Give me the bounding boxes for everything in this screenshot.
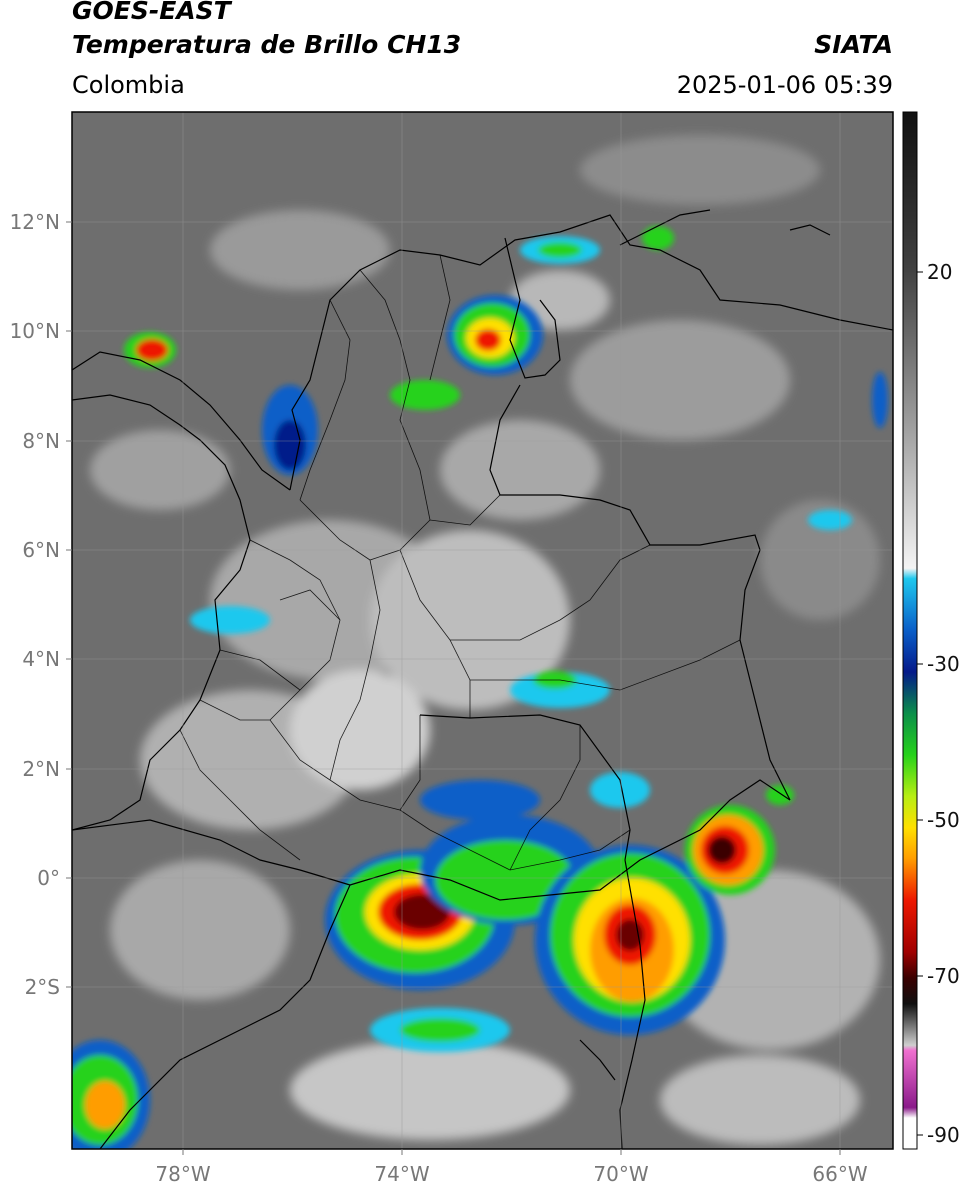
border (72, 819, 351, 886)
border (349, 779, 791, 901)
coastline (72, 394, 251, 831)
lon-label: 70°W (593, 1162, 648, 1186)
cloud-field (90, 135, 880, 1145)
storm-cell (766, 785, 794, 805)
gridlines (72, 112, 893, 1149)
storm-cell (538, 242, 582, 258)
lat-label: 12°N (10, 210, 60, 234)
dept-boundary (429, 254, 451, 381)
lat-label: 6°N (22, 538, 60, 562)
lon-label: 66°W (812, 1162, 867, 1186)
dept-boundary (359, 269, 431, 521)
dept-boundary (470, 639, 741, 691)
cloud-patch (760, 500, 880, 620)
coastline (72, 351, 291, 491)
cloud-patch (210, 210, 390, 290)
lat-label: 10°N (10, 319, 60, 343)
storm-cell (590, 772, 650, 808)
dept-boundary (219, 649, 301, 691)
coastline (619, 209, 711, 246)
colorbar-label: -70 (927, 964, 960, 988)
cloud-patch (440, 420, 600, 520)
department-boundaries (179, 254, 741, 871)
colorbar-label: 20 (927, 260, 952, 284)
storm-cell (642, 226, 674, 250)
storm-cell (708, 836, 736, 864)
dept-boundary (450, 544, 651, 641)
storm-cell (475, 329, 501, 351)
colorbar-label: -90 (927, 1123, 960, 1147)
cloud-patch (110, 860, 290, 1000)
cloud-patch (580, 135, 820, 205)
cloud-patch (290, 670, 430, 790)
lon-label: 78°W (155, 1162, 210, 1186)
storm-cell (872, 372, 888, 428)
colorbar: 20 -30 -50 -70 -90 (902, 111, 960, 1150)
cloud-patch (90, 430, 230, 510)
storm-cell (190, 606, 270, 634)
satellite-title: GOES-EAST (72, 0, 231, 25)
coastline (504, 237, 561, 379)
storm-cell (400, 1018, 480, 1042)
cloud-patch (570, 320, 790, 440)
lat-label: 2°N (22, 757, 60, 781)
lat-label: 2°S (25, 975, 60, 999)
map-frame (71, 111, 894, 1150)
storm-cell (85, 1081, 125, 1129)
border (619, 859, 646, 1149)
lon-label: 74°W (374, 1162, 429, 1186)
datetime-label: 2025-01-06 05:39 (676, 71, 893, 99)
storm-cell (394, 894, 450, 930)
dept-boundary (299, 299, 351, 501)
map-area (72, 112, 893, 1149)
storm-cell (420, 780, 540, 820)
coastline (289, 214, 893, 491)
colorbar-gradient (903, 112, 917, 1149)
product-title: Temperatura de Brillo CH13 (72, 30, 462, 59)
dept-boundary (279, 589, 341, 621)
agency-label: SIATA (814, 30, 893, 59)
latitude-axis: 12°N 10°N 8°N 6°N 4°N 2°N 0° 2°S (10, 210, 72, 999)
colorbar-label: -30 (927, 652, 960, 676)
coastlines-borders (72, 209, 893, 1149)
cloud-patch (370, 530, 570, 710)
storm-cell (136, 339, 168, 361)
convection (72, 226, 888, 1149)
border (99, 884, 351, 1149)
longitude-axis: 78°W 74°W 70°W 66°W (155, 1149, 868, 1186)
coastline (789, 224, 831, 236)
border (579, 1039, 616, 1081)
lat-label: 0° (37, 866, 60, 890)
lat-label: 8°N (22, 429, 60, 453)
cloud-patch (660, 1055, 860, 1145)
lat-label: 4°N (22, 647, 60, 671)
dept-boundary (509, 725, 581, 871)
dept-boundary (329, 559, 381, 781)
colorbar-label: -50 (927, 808, 960, 832)
storm-cell (274, 420, 306, 470)
cloud-patch (290, 1040, 570, 1140)
storm-cell (390, 380, 460, 410)
storm-cell (808, 510, 852, 530)
storm-cell (435, 840, 575, 920)
region-label: Colombia (72, 71, 185, 99)
dept-boundary (179, 729, 301, 861)
colorbar-frame (902, 111, 918, 1150)
dept-boundary (199, 699, 421, 811)
colorbar-ticks: 20 -30 -50 -70 -90 (917, 260, 960, 1147)
border (489, 384, 791, 801)
